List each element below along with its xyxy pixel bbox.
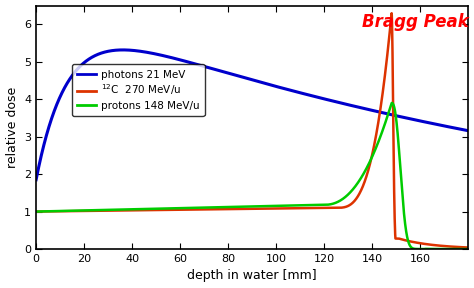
Y-axis label: relative dose: relative dose (6, 87, 18, 168)
Legend: photons 21 MeV, $^{12}$C  270 MeV/u, protons 148 MeV/u: photons 21 MeV, $^{12}$C 270 MeV/u, prot… (72, 64, 205, 116)
Text: Bragg Peak: Bragg Peak (362, 13, 468, 31)
X-axis label: depth in water [mm]: depth in water [mm] (187, 270, 317, 283)
